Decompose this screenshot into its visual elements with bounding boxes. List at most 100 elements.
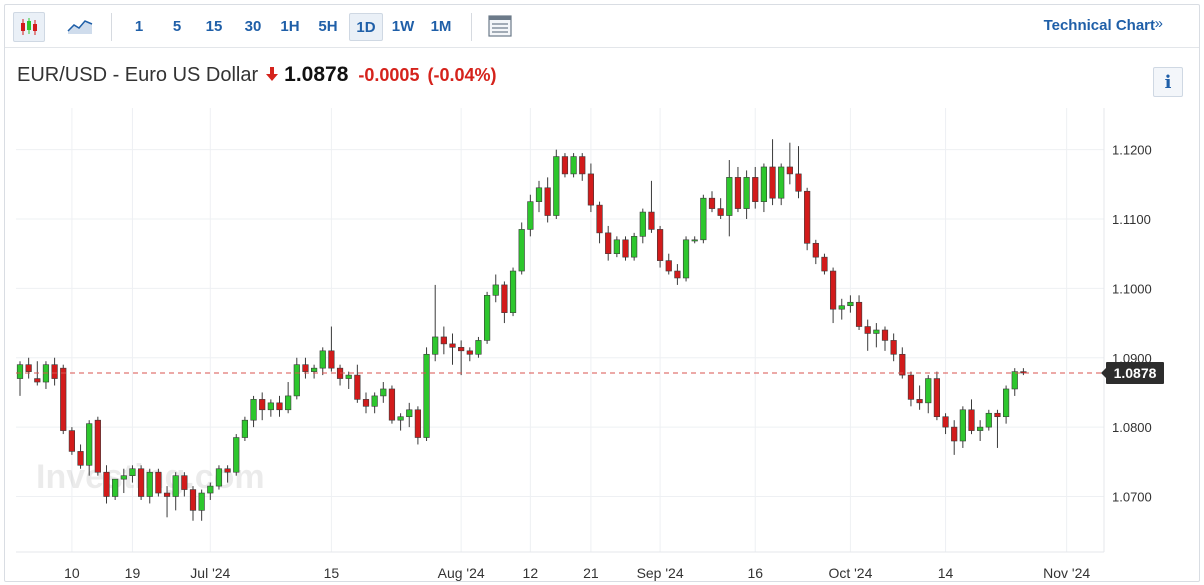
candle-body [527,201,534,230]
candle [267,399,274,417]
candle [613,236,620,258]
timeframe-1m[interactable]: 1M [430,17,452,35]
timeframe-30[interactable]: 30 [244,17,262,35]
candle [994,409,1001,448]
candle [881,326,889,351]
candle [112,478,119,500]
candle [968,399,975,435]
y-tick-label: 1.0900 [1112,351,1152,366]
candle-body [483,295,491,341]
candle [916,385,923,410]
candle [579,153,586,181]
x-tick-label: 12 [523,565,539,581]
x-tick-label: 10 [64,565,80,581]
candle [449,333,456,365]
toolbar-divider [111,13,112,41]
toolbar-divider [471,13,472,41]
y-tick-label: 1.1100 [1112,212,1151,227]
candle [518,222,525,275]
candle [51,357,58,386]
candle-body [994,412,1001,418]
candlestick-icon[interactable] [13,12,45,42]
data-table-icon[interactable] [485,12,515,40]
candle-body [310,367,318,372]
candle [509,267,517,317]
price-axis: 1.0700 1.0800 1.0900 1.1000 1.1100 1.1200 [1112,143,1152,505]
timeframe-1[interactable]: 1 [134,17,144,35]
candle-body [380,388,387,397]
candle [423,347,430,441]
candle [103,465,110,504]
candle-body [648,211,655,230]
candle-body [146,471,153,497]
candle [553,149,560,219]
price-change-percent: (-0.04%) [427,65,497,85]
candle [933,371,940,421]
candle-body [207,485,214,494]
candle-body [587,173,594,206]
candle [899,347,906,379]
candle [596,201,603,244]
chart-toolbar: 1 5 15 30 1H 5H 1D 1W 1M Technical Chart » [5,5,1199,48]
candle [25,357,32,379]
timeframe-1d[interactable]: 1D [349,13,383,41]
chevron-right-icon[interactable]: » [1154,15,1163,32]
candle-body [181,475,188,490]
candle [631,232,638,261]
candle [189,486,197,521]
candle [804,187,811,251]
candle [674,264,681,285]
candle [795,146,802,199]
candle [527,194,534,237]
candle [829,267,837,324]
candle [432,284,439,362]
candle-body [890,340,897,355]
candle-body [241,419,249,438]
candle-body [345,374,352,379]
candle-body [129,468,136,476]
candle-body [34,378,41,383]
candle-body [579,156,586,175]
candle [276,395,283,417]
area-chart-icon[interactable] [65,12,95,40]
candle-body [656,229,664,261]
candle [743,170,750,219]
candle-body [189,489,197,511]
candle [561,153,569,178]
candle [942,413,949,435]
candle [501,281,508,324]
candle-body [864,326,871,334]
candle-body [769,166,776,199]
candle [726,160,733,237]
candle [907,371,915,407]
timeframe-15[interactable]: 15 [205,17,223,35]
info-button[interactable]: i [1153,67,1183,97]
candle-body [103,471,110,497]
candle [285,382,292,414]
instrument-name: EUR/USD - Euro US Dollar [17,64,259,86]
candle-body [812,242,819,258]
candle-body [354,374,361,400]
candle [42,361,50,389]
candle [302,357,309,379]
timeframe-1w[interactable]: 1W [391,17,415,35]
candle-body [760,166,767,202]
candle-body [977,426,984,431]
candle-body [198,492,205,511]
candle [786,142,793,185]
timeframe-5[interactable]: 5 [172,17,182,35]
candle [406,402,413,428]
price-change: -0.0005 [358,65,420,85]
candle [414,406,422,445]
candle-body [1011,371,1018,390]
timeframe-1h[interactable]: 1H [280,17,300,35]
timeframe-5h[interactable]: 5H [318,17,338,35]
candle-body [985,412,992,428]
candle-body [1020,371,1027,374]
candle-body [68,430,75,452]
candle-body [596,204,603,234]
technical-chart-link[interactable]: Technical Chart [1043,17,1155,34]
candle-body [172,475,179,497]
candle-body [855,301,863,327]
y-tick-label: 1.1200 [1112,143,1152,158]
